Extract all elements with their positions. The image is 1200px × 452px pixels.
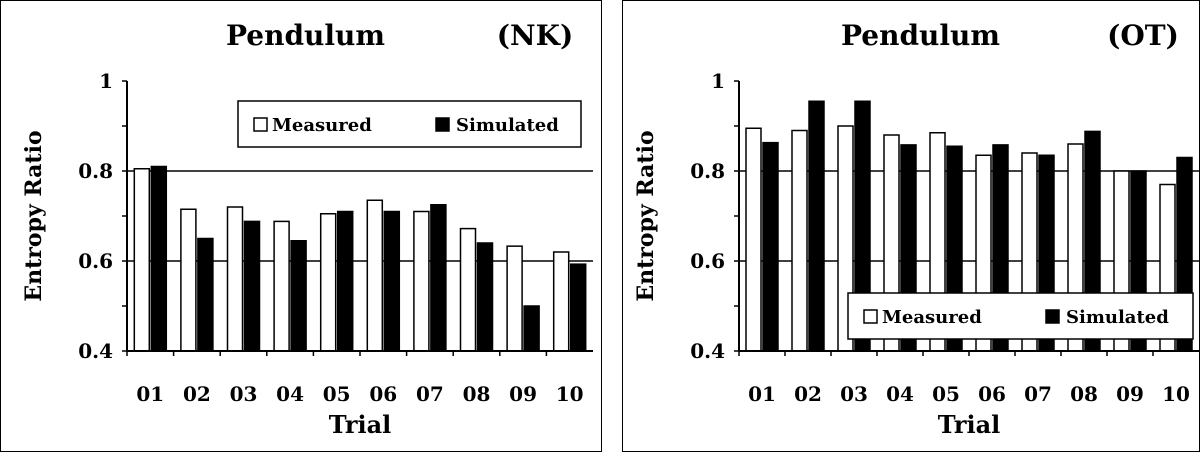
bar-measured (745, 127, 762, 352)
bar-measured (552, 251, 570, 352)
legend-box (847, 292, 1194, 340)
y-tick-label: 1 (99, 69, 113, 93)
chart-title: Pendulum (841, 19, 1000, 52)
bar-measured (273, 220, 290, 352)
x-tick-label: 01 (136, 382, 164, 406)
chart-ot: Pendulum (OT) 01 02 03 04 05 06 07 08 09 10 0.4 0.6 0.… (633, 19, 1199, 439)
bar-simulated (150, 165, 168, 352)
x-tick-label: 01 (748, 382, 776, 406)
x-tick-label: 08 (463, 382, 491, 406)
x-tick-label: 05 (932, 382, 960, 406)
bar-simulated (383, 210, 401, 352)
bar-measured (319, 213, 337, 352)
legend-label-measured: Measured (272, 115, 372, 136)
bar-simulated (762, 141, 779, 352)
y-tick-label: 0.8 (690, 159, 725, 183)
bar-simulated (290, 240, 307, 352)
x-tick-label: 04 (886, 382, 914, 406)
x-tick-label: 09 (509, 382, 537, 406)
bar-measured (791, 129, 808, 352)
bar-simulated (808, 100, 825, 352)
bar-simulated (197, 237, 214, 352)
legend-swatch-simulated (435, 117, 450, 132)
bar-measured (226, 206, 244, 352)
legend-label-simulated: Simulated (456, 115, 559, 136)
legend-label-measured: Measured (882, 307, 982, 328)
chart-tag: (NK) (497, 19, 573, 52)
y-tick-label: 0.6 (690, 249, 725, 273)
chart-panel-nk: Pendulum (NK) 01 02 03 04 05 06 07 08 09 10 0.4 0.6 0.… (0, 0, 602, 452)
legend-swatch-measured (253, 117, 268, 132)
bar-measured (506, 245, 523, 352)
legend-box (237, 100, 582, 148)
x-tick-label: 10 (1162, 382, 1190, 406)
x-tick-label: 02 (183, 382, 211, 406)
bar-simulated (569, 263, 587, 352)
x-tick-label: 07 (1024, 382, 1052, 406)
legend-swatch-simulated (1045, 309, 1060, 324)
chart-panel-ot: Pendulum (OT) 01 02 03 04 05 06 07 08 09 10 0.4 0.6 0.… (622, 0, 1200, 452)
x-tick-label: 06 (978, 382, 1006, 406)
legend-label-simulated: Simulated (1066, 307, 1169, 328)
bar-measured (133, 168, 151, 352)
y-tick-label: 0.6 (78, 249, 113, 273)
x-axis-label: Trial (938, 410, 1001, 439)
bar-simulated (243, 220, 261, 352)
x-tick-label: 05 (323, 382, 351, 406)
x-tick-label: 03 (840, 382, 868, 406)
bar-measured (180, 208, 197, 352)
x-tick-label: 08 (1070, 382, 1098, 406)
chart-nk: Pendulum (NK) 01 02 03 04 05 06 07 08 09 10 0.4 0.6 0.… (21, 19, 593, 439)
bar-measured (366, 199, 384, 352)
bar-simulated (476, 242, 494, 352)
bar-simulated (336, 210, 354, 352)
x-axis-label: Trial (329, 410, 392, 439)
y-tick-label: 0.8 (78, 159, 113, 183)
x-tick-label: 02 (794, 382, 822, 406)
x-tick-label: 10 (556, 382, 584, 406)
y-axis-label: Entropy Ratio (21, 130, 47, 301)
chart-tag: (OT) (1107, 19, 1179, 52)
legend-swatch-measured (863, 309, 878, 324)
bar-measured (459, 227, 477, 352)
x-tick-label: 03 (230, 382, 258, 406)
chart-title: Pendulum (226, 19, 385, 52)
y-tick-label: 1 (711, 69, 725, 93)
bar-measured (413, 210, 430, 352)
x-tick-label: 07 (416, 382, 444, 406)
y-tick-label: 0.4 (690, 339, 725, 363)
x-tick-label: 09 (1116, 382, 1144, 406)
bar-simulated (430, 204, 447, 352)
bar-simulated (523, 305, 540, 352)
y-axis-label: Entropy Ratio (633, 130, 659, 301)
x-tick-label: 06 (369, 382, 397, 406)
y-tick-label: 0.4 (78, 339, 113, 363)
x-tick-label: 04 (276, 382, 304, 406)
